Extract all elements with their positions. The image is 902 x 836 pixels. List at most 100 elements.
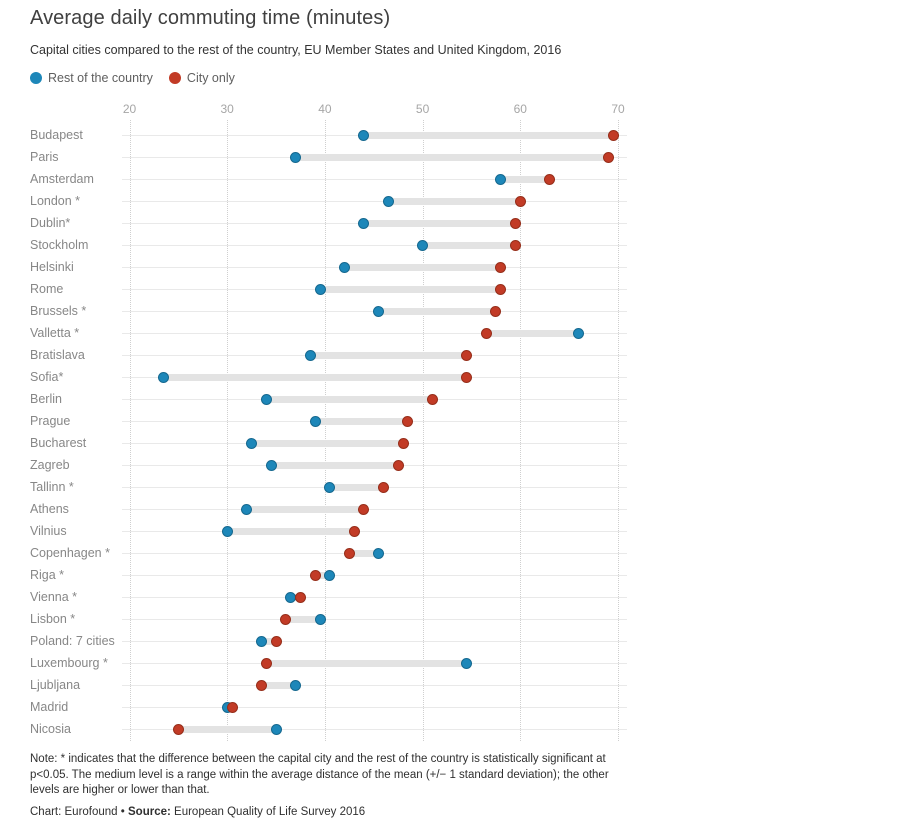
rest-of-country-dot <box>358 217 370 229</box>
chart-row: Prague <box>0 410 902 432</box>
city-label: Vilnius <box>30 524 67 538</box>
city-only-dot <box>607 129 619 141</box>
rest-of-country-dot <box>324 481 336 493</box>
range-bar <box>363 219 516 227</box>
rest-of-country-dot <box>495 173 507 185</box>
city-label: Copenhagen * <box>30 546 110 560</box>
city-only-dot <box>514 195 526 207</box>
range-bar <box>251 439 404 447</box>
row-line <box>122 245 627 246</box>
legend-item-city: City only <box>168 71 235 85</box>
range-bar <box>261 681 296 689</box>
gridline <box>129 120 131 741</box>
city-only-dot <box>397 437 409 449</box>
chart-row: Riga * <box>0 564 902 586</box>
city-only-dot <box>490 305 502 317</box>
city-only-dot <box>172 723 184 735</box>
city-only-dot <box>426 393 438 405</box>
range-bar <box>271 461 399 469</box>
row-line <box>122 179 627 180</box>
chart-row: Sofia* <box>0 366 902 388</box>
city-only-dot <box>544 173 556 185</box>
range-bar <box>266 659 467 667</box>
range-bar <box>388 197 521 205</box>
chart-row: Poland: 7 cities <box>0 630 902 652</box>
city-label: Amsterdam <box>30 172 94 186</box>
chart-row: Athens <box>0 498 902 520</box>
x-tick-label: 40 <box>318 102 332 116</box>
chart-row: Helsinki <box>0 256 902 278</box>
rest-of-country-dot <box>158 371 170 383</box>
chart-row: Tallinn * <box>0 476 902 498</box>
rest-of-country-dot <box>290 151 302 163</box>
range-bar <box>422 241 516 249</box>
city-only-dot <box>309 569 321 581</box>
range-bar <box>486 329 579 337</box>
row-line <box>122 531 627 532</box>
rest-of-country-dot <box>314 283 326 295</box>
credit-line: Chart: Eurofound • Source: European Qual… <box>30 806 365 818</box>
rest-of-country-dot <box>304 349 316 361</box>
city-label: Ljubljana <box>30 678 81 692</box>
chart-row: Nicosia <box>0 718 902 740</box>
city-only-dot <box>461 349 473 361</box>
rest-of-country-dot <box>270 723 282 735</box>
city-only-dot <box>402 415 414 427</box>
chart-row: London * <box>0 190 902 212</box>
credit-chart: Chart: Eurofound <box>30 806 118 818</box>
range-bar <box>227 527 355 535</box>
range-bar <box>500 175 550 183</box>
range-bar <box>378 307 496 315</box>
chart-row: Berlin <box>0 388 902 410</box>
row-line <box>122 729 627 730</box>
source-label: Source: <box>128 806 171 818</box>
range-bar <box>178 725 277 733</box>
chart-row: Stockholm <box>0 234 902 256</box>
chart-row: Dublin* <box>0 212 902 234</box>
city-only-dot <box>270 635 282 647</box>
gridline <box>227 120 229 741</box>
range-bar <box>295 153 609 161</box>
chart-title: Average daily commuting time (minutes) <box>30 7 391 29</box>
range-bar <box>329 483 384 491</box>
city-label: Sofia* <box>30 370 64 384</box>
rest-of-country-dot <box>290 679 302 691</box>
city-only-dot <box>343 547 355 559</box>
city-only-dot <box>348 525 360 537</box>
gridline <box>618 120 619 741</box>
city-only-dot-icon <box>168 72 181 84</box>
city-label: Brussels * <box>30 304 87 318</box>
row-line <box>122 707 627 708</box>
chart-row: Amsterdam <box>0 168 902 190</box>
city-only-dot <box>378 481 390 493</box>
city-only-dot <box>509 239 521 251</box>
chart-row: Copenhagen * <box>0 542 902 564</box>
chart-row: Ljubljana <box>0 674 902 696</box>
city-only-dot <box>358 503 370 515</box>
city-only-dot <box>495 283 507 295</box>
range-bar <box>266 395 433 403</box>
rest-of-country-dot <box>382 195 394 207</box>
range-bar <box>285 615 320 623</box>
rest-of-country-dot <box>265 459 277 471</box>
source-value: European Quality of Life Survey 2016 <box>170 806 366 818</box>
chart-row: Bratislava <box>0 344 902 366</box>
row-line <box>122 575 627 576</box>
city-label: Bratislava <box>30 348 85 362</box>
city-only-dot <box>509 217 521 229</box>
x-tick-label: 30 <box>220 102 234 116</box>
rest-of-country-dot <box>314 613 326 625</box>
chart-row: Luxembourg * <box>0 652 902 674</box>
city-label: Dublin* <box>30 216 71 230</box>
city-label: Madrid <box>30 700 69 714</box>
range-bar <box>261 637 277 645</box>
city-label: Rome <box>30 282 64 296</box>
range-bar <box>320 285 501 293</box>
city-label: Budapest <box>30 128 83 142</box>
city-label: Athens <box>30 502 69 516</box>
city-label: Lisbon * <box>30 612 76 626</box>
chart-row: Bucharest <box>0 432 902 454</box>
city-label: Berlin <box>30 392 62 406</box>
chart-row: Brussels * <box>0 300 902 322</box>
